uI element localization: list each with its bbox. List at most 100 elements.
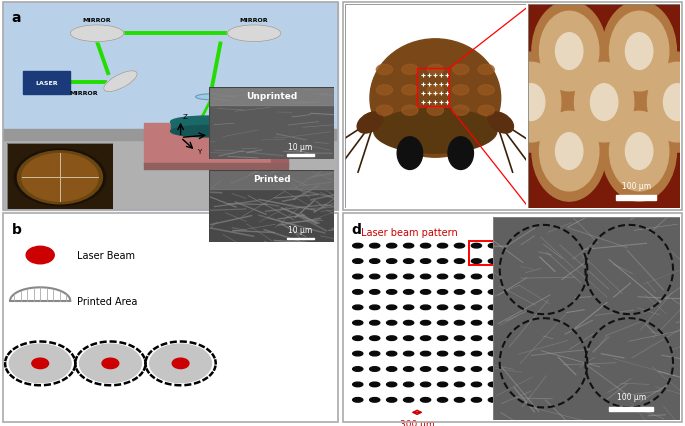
Ellipse shape xyxy=(403,351,414,356)
Ellipse shape xyxy=(401,106,418,116)
Ellipse shape xyxy=(421,274,431,279)
Ellipse shape xyxy=(438,321,447,325)
Circle shape xyxy=(602,2,676,102)
Ellipse shape xyxy=(403,382,414,387)
Text: Printed Area: Printed Area xyxy=(77,296,137,306)
Ellipse shape xyxy=(421,290,431,294)
Circle shape xyxy=(610,12,669,92)
Ellipse shape xyxy=(103,72,137,92)
Circle shape xyxy=(590,84,618,121)
Ellipse shape xyxy=(227,26,281,43)
Ellipse shape xyxy=(196,95,226,101)
Ellipse shape xyxy=(386,290,397,294)
Ellipse shape xyxy=(353,382,363,387)
Ellipse shape xyxy=(370,367,379,371)
Ellipse shape xyxy=(353,397,363,402)
Ellipse shape xyxy=(471,382,482,387)
Ellipse shape xyxy=(370,382,379,387)
Ellipse shape xyxy=(421,244,431,248)
Ellipse shape xyxy=(454,259,464,264)
Ellipse shape xyxy=(488,382,499,387)
Text: LASER: LASER xyxy=(36,81,58,86)
Ellipse shape xyxy=(471,305,482,310)
Circle shape xyxy=(625,133,653,170)
Ellipse shape xyxy=(488,305,499,310)
Ellipse shape xyxy=(471,321,482,325)
Ellipse shape xyxy=(353,336,363,341)
Circle shape xyxy=(79,344,141,383)
Ellipse shape xyxy=(488,113,514,134)
Circle shape xyxy=(556,133,583,170)
Text: 100 μm: 100 μm xyxy=(621,181,651,190)
Ellipse shape xyxy=(370,397,379,402)
Ellipse shape xyxy=(421,397,431,402)
Ellipse shape xyxy=(403,259,414,264)
Circle shape xyxy=(22,154,98,201)
Ellipse shape xyxy=(370,274,379,279)
Ellipse shape xyxy=(370,351,379,356)
Ellipse shape xyxy=(438,274,447,279)
Text: LENS: LENS xyxy=(240,93,259,98)
Ellipse shape xyxy=(370,259,379,264)
Bar xyxy=(23,72,71,95)
Bar xyxy=(286,238,314,240)
Ellipse shape xyxy=(357,113,383,134)
Ellipse shape xyxy=(370,290,379,294)
Text: Laser beam pattern: Laser beam pattern xyxy=(361,227,458,237)
Ellipse shape xyxy=(403,274,414,279)
Ellipse shape xyxy=(454,367,464,371)
Ellipse shape xyxy=(386,321,397,325)
Ellipse shape xyxy=(421,305,431,310)
Ellipse shape xyxy=(370,305,379,310)
Ellipse shape xyxy=(386,336,397,341)
Bar xyxy=(209,87,334,106)
Circle shape xyxy=(567,53,641,153)
Ellipse shape xyxy=(353,305,363,310)
Circle shape xyxy=(494,53,569,153)
Ellipse shape xyxy=(401,86,418,96)
Ellipse shape xyxy=(454,336,464,341)
Ellipse shape xyxy=(373,109,497,154)
Ellipse shape xyxy=(438,290,447,294)
Bar xyxy=(171,123,244,132)
Ellipse shape xyxy=(488,321,499,325)
Ellipse shape xyxy=(376,65,393,75)
Bar xyxy=(417,69,449,107)
Ellipse shape xyxy=(353,367,363,371)
Bar xyxy=(469,242,501,266)
Ellipse shape xyxy=(438,336,447,341)
Circle shape xyxy=(647,63,685,143)
Circle shape xyxy=(532,2,606,102)
Ellipse shape xyxy=(438,382,447,387)
Ellipse shape xyxy=(353,259,363,264)
Circle shape xyxy=(10,344,71,383)
Ellipse shape xyxy=(427,65,443,75)
Ellipse shape xyxy=(71,26,124,43)
Bar xyxy=(271,124,288,165)
Ellipse shape xyxy=(401,65,418,75)
Ellipse shape xyxy=(386,351,397,356)
Text: 10 μm: 10 μm xyxy=(288,226,312,235)
Circle shape xyxy=(602,102,676,201)
Ellipse shape xyxy=(386,259,397,264)
Ellipse shape xyxy=(397,138,423,170)
Ellipse shape xyxy=(454,305,464,310)
Ellipse shape xyxy=(438,367,447,371)
Ellipse shape xyxy=(454,382,464,387)
Ellipse shape xyxy=(471,336,482,341)
Text: Y: Y xyxy=(197,149,201,155)
Bar xyxy=(3,132,338,211)
Ellipse shape xyxy=(438,259,447,264)
Ellipse shape xyxy=(403,305,414,310)
Circle shape xyxy=(532,102,606,201)
Ellipse shape xyxy=(403,321,414,325)
Ellipse shape xyxy=(488,290,499,294)
Circle shape xyxy=(14,150,105,206)
Ellipse shape xyxy=(171,117,244,128)
Ellipse shape xyxy=(471,274,482,279)
Ellipse shape xyxy=(438,305,447,310)
Ellipse shape xyxy=(488,367,499,371)
Circle shape xyxy=(32,358,49,369)
Ellipse shape xyxy=(438,244,447,248)
Ellipse shape xyxy=(370,321,379,325)
